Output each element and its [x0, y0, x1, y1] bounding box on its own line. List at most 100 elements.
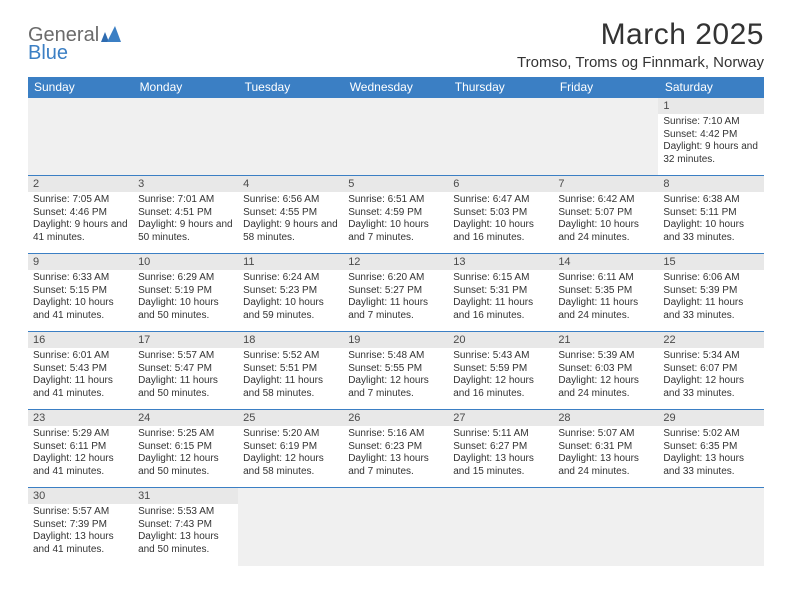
sunrise-text: Sunrise: 6:42 AM [558, 194, 653, 207]
sunset-text: Sunset: 6:23 PM [348, 441, 443, 454]
day-details: Sunrise: 5:43 AMSunset: 5:59 PMDaylight:… [448, 348, 553, 403]
sunset-text: Sunset: 5:55 PM [348, 363, 443, 376]
day-number: 9 [28, 254, 133, 270]
day-number: 18 [238, 332, 343, 348]
day-number: 30 [28, 488, 133, 504]
calendar-day-cell: 24Sunrise: 5:25 AMSunset: 6:15 PMDayligh… [133, 410, 238, 488]
day-details: Sunrise: 6:33 AMSunset: 5:15 PMDaylight:… [28, 270, 133, 325]
sunset-text: Sunset: 5:07 PM [558, 207, 653, 220]
daylight-text: Daylight: 12 hours and 7 minutes. [348, 375, 443, 400]
daylight-text: Daylight: 11 hours and 50 minutes. [138, 375, 233, 400]
day-number: 2 [28, 176, 133, 192]
day-details: Sunrise: 6:06 AMSunset: 5:39 PMDaylight:… [658, 270, 763, 325]
sunset-text: Sunset: 5:23 PM [243, 285, 338, 298]
daylight-text: Daylight: 10 hours and 50 minutes. [138, 297, 233, 322]
day-details: Sunrise: 6:15 AMSunset: 5:31 PMDaylight:… [448, 270, 553, 325]
day-details: Sunrise: 5:07 AMSunset: 6:31 PMDaylight:… [553, 426, 658, 481]
sunrise-text: Sunrise: 5:57 AM [33, 506, 128, 519]
sunrise-text: Sunrise: 7:10 AM [663, 116, 758, 129]
day-details: Sunrise: 5:52 AMSunset: 5:51 PMDaylight:… [238, 348, 343, 403]
sunrise-text: Sunrise: 5:34 AM [663, 350, 758, 363]
daylight-text: Daylight: 13 hours and 33 minutes. [663, 453, 758, 478]
daylight-text: Daylight: 12 hours and 58 minutes. [243, 453, 338, 478]
sunrise-text: Sunrise: 6:51 AM [348, 194, 443, 207]
sunrise-text: Sunrise: 5:11 AM [453, 428, 548, 441]
calendar-day-cell: 25Sunrise: 5:20 AMSunset: 6:19 PMDayligh… [238, 410, 343, 488]
weekday-header: Tuesday [238, 77, 343, 98]
daylight-text: Daylight: 11 hours and 24 minutes. [558, 297, 653, 322]
calendar-day-cell: 21Sunrise: 5:39 AMSunset: 6:03 PMDayligh… [553, 332, 658, 410]
day-details: Sunrise: 5:48 AMSunset: 5:55 PMDaylight:… [343, 348, 448, 403]
sunrise-text: Sunrise: 6:47 AM [453, 194, 548, 207]
calendar-week-row: 16Sunrise: 6:01 AMSunset: 5:43 PMDayligh… [28, 332, 764, 410]
calendar-day-cell: 27Sunrise: 5:11 AMSunset: 6:27 PMDayligh… [448, 410, 553, 488]
daylight-text: Daylight: 9 hours and 32 minutes. [663, 141, 758, 166]
daylight-text: Daylight: 13 hours and 24 minutes. [558, 453, 653, 478]
day-number: 31 [133, 488, 238, 504]
daylight-text: Daylight: 12 hours and 16 minutes. [453, 375, 548, 400]
calendar-day-cell [238, 488, 343, 566]
sunrise-text: Sunrise: 6:20 AM [348, 272, 443, 285]
day-number: 12 [343, 254, 448, 270]
calendar-week-row: 1Sunrise: 7:10 AMSunset: 4:42 PMDaylight… [28, 98, 764, 176]
sunset-text: Sunset: 5:59 PM [453, 363, 548, 376]
day-details: Sunrise: 5:57 AMSunset: 5:47 PMDaylight:… [133, 348, 238, 403]
sunrise-text: Sunrise: 5:20 AM [243, 428, 338, 441]
sunset-text: Sunset: 5:51 PM [243, 363, 338, 376]
sunrise-text: Sunrise: 5:53 AM [138, 506, 233, 519]
sunrise-text: Sunrise: 6:38 AM [663, 194, 758, 207]
calendar-day-cell [28, 98, 133, 176]
daylight-text: Daylight: 10 hours and 33 minutes. [663, 219, 758, 244]
day-details: Sunrise: 6:42 AMSunset: 5:07 PMDaylight:… [553, 192, 658, 247]
sunrise-text: Sunrise: 7:01 AM [138, 194, 233, 207]
day-number: 11 [238, 254, 343, 270]
day-details: Sunrise: 5:16 AMSunset: 6:23 PMDaylight:… [343, 426, 448, 481]
calendar-day-cell: 23Sunrise: 5:29 AMSunset: 6:11 PMDayligh… [28, 410, 133, 488]
daylight-text: Daylight: 13 hours and 15 minutes. [453, 453, 548, 478]
day-number: 4 [238, 176, 343, 192]
sunset-text: Sunset: 6:03 PM [558, 363, 653, 376]
day-number: 7 [553, 176, 658, 192]
sunset-text: Sunset: 4:46 PM [33, 207, 128, 220]
sunset-text: Sunset: 5:43 PM [33, 363, 128, 376]
sunrise-text: Sunrise: 5:43 AM [453, 350, 548, 363]
calendar-body: 1Sunrise: 7:10 AMSunset: 4:42 PMDaylight… [28, 98, 764, 566]
day-number: 25 [238, 410, 343, 426]
sunrise-text: Sunrise: 6:29 AM [138, 272, 233, 285]
day-details: Sunrise: 6:51 AMSunset: 4:59 PMDaylight:… [343, 192, 448, 247]
day-number: 1 [658, 98, 763, 114]
day-number: 5 [343, 176, 448, 192]
daylight-text: Daylight: 12 hours and 50 minutes. [138, 453, 233, 478]
calendar-day-cell: 9Sunrise: 6:33 AMSunset: 5:15 PMDaylight… [28, 254, 133, 332]
calendar-day-cell: 16Sunrise: 6:01 AMSunset: 5:43 PMDayligh… [28, 332, 133, 410]
daylight-text: Daylight: 10 hours and 59 minutes. [243, 297, 338, 322]
calendar-day-cell: 17Sunrise: 5:57 AMSunset: 5:47 PMDayligh… [133, 332, 238, 410]
weekday-header: Thursday [448, 77, 553, 98]
day-details: Sunrise: 5:20 AMSunset: 6:19 PMDaylight:… [238, 426, 343, 481]
day-details: Sunrise: 5:25 AMSunset: 6:15 PMDaylight:… [133, 426, 238, 481]
calendar-day-cell: 28Sunrise: 5:07 AMSunset: 6:31 PMDayligh… [553, 410, 658, 488]
day-details: Sunrise: 6:24 AMSunset: 5:23 PMDaylight:… [238, 270, 343, 325]
sunset-text: Sunset: 6:07 PM [663, 363, 758, 376]
day-number: 17 [133, 332, 238, 348]
sunset-text: Sunset: 4:59 PM [348, 207, 443, 220]
calendar-day-cell [553, 98, 658, 176]
brand-part2: Blue [28, 42, 68, 64]
calendar-day-cell [553, 488, 658, 566]
calendar-day-cell [238, 98, 343, 176]
daylight-text: Daylight: 10 hours and 41 minutes. [33, 297, 128, 322]
day-number: 27 [448, 410, 553, 426]
day-details: Sunrise: 5:34 AMSunset: 6:07 PMDaylight:… [658, 348, 763, 403]
day-details: Sunrise: 5:11 AMSunset: 6:27 PMDaylight:… [448, 426, 553, 481]
location-text: Tromso, Troms og Finnmark, Norway [517, 54, 764, 71]
calendar-day-cell: 6Sunrise: 6:47 AMSunset: 5:03 PMDaylight… [448, 176, 553, 254]
header: General March 2025 Tromso, Troms og Finn… [28, 18, 764, 71]
sunrise-text: Sunrise: 5:29 AM [33, 428, 128, 441]
sunrise-text: Sunrise: 6:56 AM [243, 194, 338, 207]
day-details: Sunrise: 7:01 AMSunset: 4:51 PMDaylight:… [133, 192, 238, 247]
weekday-header: Friday [553, 77, 658, 98]
sunrise-text: Sunrise: 6:24 AM [243, 272, 338, 285]
sunset-text: Sunset: 6:35 PM [663, 441, 758, 454]
sunset-text: Sunset: 5:35 PM [558, 285, 653, 298]
sunset-text: Sunset: 7:43 PM [138, 519, 233, 532]
